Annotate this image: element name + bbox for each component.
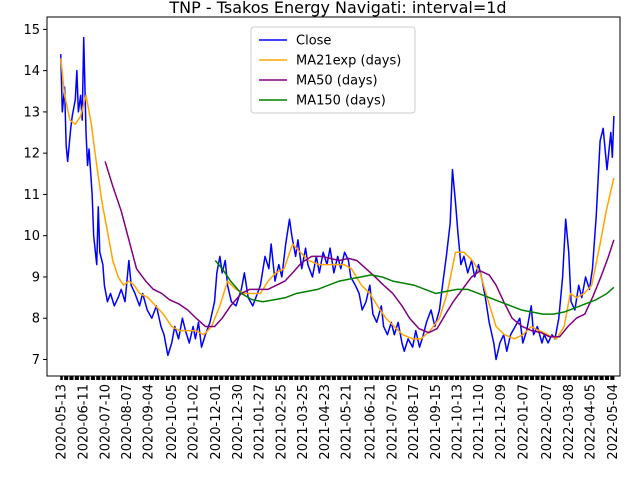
y-tick-label: 7 [32,353,40,368]
y-tick-label: 15 [23,23,40,38]
x-tick-label: 2020-05-13 [54,384,69,460]
y-axis: 7 8 9 10 11 12 13 14 15 [23,23,47,368]
x-tick-label: 2020-09-04 [141,384,156,460]
x-tick-label: 2021-10-13 [451,384,466,460]
series-line-close [60,36,615,361]
legend: Close MA21exp (days) MA50 (days) MA150 (day… [250,26,416,114]
y-tick-label: 12 [23,147,40,162]
x-tick-label: 2020-11-02 [187,384,202,460]
x-tick-label: 2021-02-25 [275,384,290,460]
x-tick-label: 2020-08-07 [120,384,135,460]
x-tick-label: 2020-06-11 [76,384,91,460]
y-tick-label: 8 [32,312,40,327]
x-tick-label: 2021-01-27 [252,384,267,460]
x-tick-label: 2021-06-21 [363,384,378,460]
y-tick-label: 14 [23,64,40,79]
chart-title: TNP - Tsakos Energy Navigati: interval=1… [168,0,506,17]
y-tick-label: 9 [32,270,40,285]
x-tick-label: 2022-02-07 [540,384,555,460]
x-tick-label: 2020-07-10 [99,384,114,460]
x-tick-label: 2020-12-30 [231,384,246,460]
legend-label-close: Close [296,34,331,49]
x-tick-label: 2022-05-04 [606,384,621,460]
x-axis: 2020-05-13 2020-06-11 2020-07-10 2020-08-07… [54,376,621,460]
x-tick-label: 2022-01-07 [516,384,531,460]
legend-label-ma21exp-days: MA21exp (days) [296,54,401,69]
series-line-ma150-days [214,259,615,315]
y-tick-label: 10 [23,229,40,244]
x-minor-ticks [60,376,615,380]
x-tick-label: 2021-04-23 [318,384,333,460]
x-tick-label: 2021-11-10 [472,384,487,460]
legend-label-ma150-days: MA150 (days) [296,94,386,109]
x-tick-label: 2021-12-09 [494,384,509,460]
y-tick-label: 13 [23,105,40,120]
x-tick-label: 2021-07-20 [386,384,401,460]
legend-label-ma50-days: MA50 (days) [296,74,378,89]
x-tick-label: 2022-04-05 [584,384,599,460]
legend-box [250,26,416,114]
x-tick-label: 2021-03-25 [296,384,311,460]
x-tick-label: 2020-10-05 [165,384,180,460]
y-tick-label: 11 [23,188,40,203]
x-tick-label: 2022-03-08 [562,384,577,460]
x-tick-label: 2021-05-21 [340,384,355,460]
series-line-ma50-days [104,161,615,338]
x-tick-label: 2021-08-17 [407,384,422,460]
x-tick-label: 2020-12-01 [209,384,224,460]
series-line-ma21exp-days [60,58,615,340]
x-tick-label: 2021-09-15 [429,384,444,460]
series-layer [60,36,615,361]
